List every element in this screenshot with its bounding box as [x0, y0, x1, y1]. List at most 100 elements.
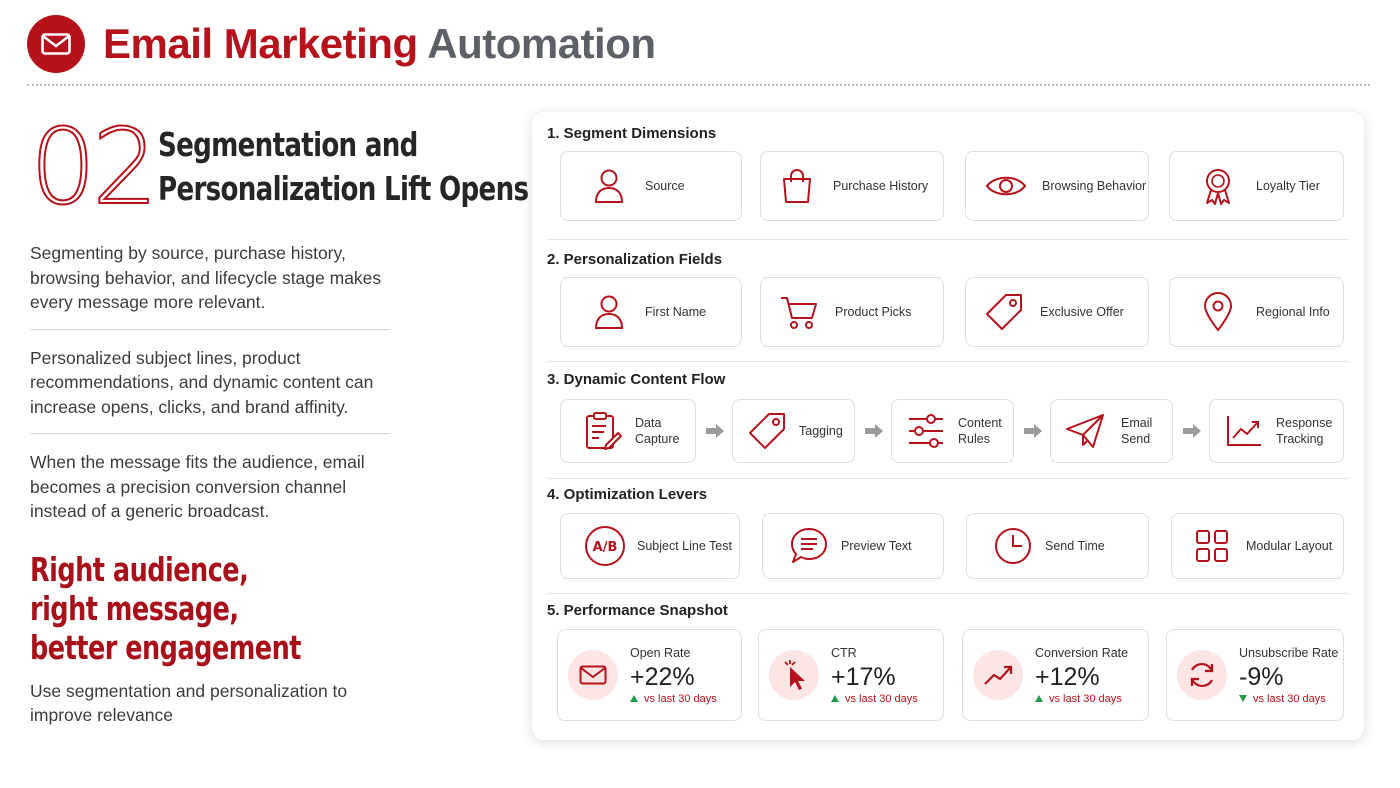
metric-value: +12%	[1035, 662, 1128, 692]
trend-up-arrow-icon	[1035, 695, 1043, 702]
metric-card-open-rate: Open Rate +22% vs last 30 days	[557, 629, 742, 721]
trend-up-arrow-icon	[630, 695, 638, 702]
sliders-icon	[904, 409, 948, 453]
headline-line: Personalization Lift Opens	[158, 167, 528, 211]
divider	[30, 433, 390, 434]
metric-label: Conversion Rate	[1035, 646, 1128, 660]
trend-down-arrow-icon	[1239, 695, 1247, 702]
eye-icon	[984, 164, 1028, 208]
card-label: Loyalty Tier	[1256, 178, 1320, 194]
tagline: Use segmentation and personalization to …	[30, 679, 350, 728]
price-tag-icon	[982, 290, 1026, 334]
arrow-right-icon	[865, 424, 883, 438]
metric-change: vs last 30 days	[831, 693, 918, 705]
call-to-action: Right audience, right message, better en…	[30, 550, 451, 667]
metric-label: Unsubscribe Rate	[1239, 646, 1338, 660]
card-label: Content Rules	[958, 415, 1002, 447]
page-title: Email Marketing Automation	[103, 20, 656, 68]
card-label: Preview Text	[841, 538, 912, 554]
metric-value: -9%	[1239, 662, 1338, 692]
line-chart-icon	[1222, 409, 1266, 453]
person-icon	[587, 164, 631, 208]
envelope-icon	[568, 650, 618, 700]
flow-step-tagging: Tagging	[732, 399, 855, 463]
metric-value: +17%	[831, 662, 918, 692]
header-divider	[27, 84, 1370, 86]
card-label: Purchase History	[833, 178, 928, 194]
card-label: First Name	[645, 304, 706, 320]
header: Email Marketing Automation	[27, 14, 656, 74]
map-pin-icon	[1196, 290, 1240, 334]
arrow-right-icon	[706, 424, 724, 438]
metric-change: vs last 30 days	[1239, 693, 1338, 705]
award-ribbon-icon	[1196, 164, 1240, 208]
section-title-optimization: 4. Optimization Levers	[547, 486, 707, 503]
section-divider	[547, 361, 1349, 362]
trend-up-arrow-icon	[831, 695, 839, 702]
card-label: Browsing Behavior	[1042, 178, 1146, 194]
flow-step-content-rules: Content Rules	[891, 399, 1014, 463]
section-title-segment: 1. Segment Dimensions	[547, 125, 716, 142]
body-paragraph: Segmenting by source, purchase history, …	[30, 241, 390, 315]
arrow-right-icon	[1183, 424, 1201, 438]
metric-change: vs last 30 days	[1035, 693, 1128, 705]
chat-bubble-icon	[787, 524, 831, 568]
segment-card-browsing-behavior: Browsing Behavior	[965, 151, 1149, 221]
left-column: 02 Segmentation and Personalization Lift…	[30, 115, 520, 728]
flow-step-response-tracking: Response Tracking	[1209, 399, 1344, 463]
card-label: Response Tracking	[1276, 415, 1332, 447]
card-label: Subject Line Test	[637, 538, 732, 554]
metric-card-unsubscribe-rate: Unsubscribe Rate -9% vs last 30 days	[1166, 629, 1344, 721]
metric-label: CTR	[831, 646, 918, 660]
clipboard-edit-icon	[581, 409, 625, 453]
metric-label: Open Rate	[630, 646, 717, 660]
info-panel: 1. Segment Dimensions Source Purchase Hi…	[532, 112, 1364, 740]
section-title-personalization: 2. Personalization Fields	[547, 251, 722, 268]
section-title-performance: 5. Performance Snapshot	[547, 602, 728, 619]
headline-line: Segmentation and	[158, 123, 528, 167]
card-label: Email Send	[1121, 415, 1152, 447]
shopping-bag-icon	[775, 164, 819, 208]
ab-test-icon: A/B	[583, 524, 627, 568]
section-title-flow: 3. Dynamic Content Flow	[547, 371, 725, 388]
flow-step-email-send: Email Send	[1050, 399, 1173, 463]
cta-line: Right audience,	[30, 550, 451, 589]
metric-change: vs last 30 days	[630, 693, 717, 705]
card-label: Source	[645, 178, 685, 194]
clock-icon	[991, 524, 1035, 568]
lever-card-send-time: Send Time	[966, 513, 1149, 579]
section-number: 02	[30, 115, 154, 219]
card-label: Data Capture	[635, 415, 679, 447]
field-card-regional-info: Regional Info	[1169, 277, 1344, 347]
metric-card-ctr: CTR +17% vs last 30 days	[758, 629, 944, 721]
card-label: Modular Layout	[1246, 538, 1332, 554]
body-paragraph: When the message fits the audience, emai…	[30, 450, 390, 524]
person-icon	[587, 290, 631, 334]
card-label: Tagging	[799, 423, 843, 439]
segment-card-source: Source	[560, 151, 742, 221]
tag-icon	[745, 409, 789, 453]
card-label: Send Time	[1045, 538, 1105, 554]
paper-plane-icon	[1063, 409, 1107, 453]
title-secondary: Automation	[427, 20, 655, 67]
cta-line: better engagement	[30, 628, 451, 667]
section-divider	[547, 593, 1349, 594]
lever-card-preview-text: Preview Text	[762, 513, 944, 579]
cursor-click-icon	[769, 650, 819, 700]
svg-text:A/B: A/B	[593, 540, 618, 555]
card-label: Product Picks	[835, 304, 911, 320]
arrow-right-icon	[1024, 424, 1042, 438]
section-headline: Segmentation and Personalization Lift Op…	[158, 123, 528, 211]
trend-up-icon	[973, 650, 1023, 700]
shopping-cart-icon	[777, 290, 821, 334]
metric-value: +22%	[630, 662, 717, 692]
flow-step-data-capture: Data Capture	[560, 399, 696, 463]
cta-line: right message,	[30, 589, 451, 628]
section-divider	[547, 239, 1349, 240]
refresh-icon	[1177, 650, 1227, 700]
segment-card-loyalty-tier: Loyalty Tier	[1169, 151, 1344, 221]
lever-card-modular-layout: Modular Layout	[1171, 513, 1344, 579]
divider	[30, 329, 390, 330]
title-primary: Email Marketing	[103, 20, 418, 67]
field-card-first-name: First Name	[560, 277, 742, 347]
